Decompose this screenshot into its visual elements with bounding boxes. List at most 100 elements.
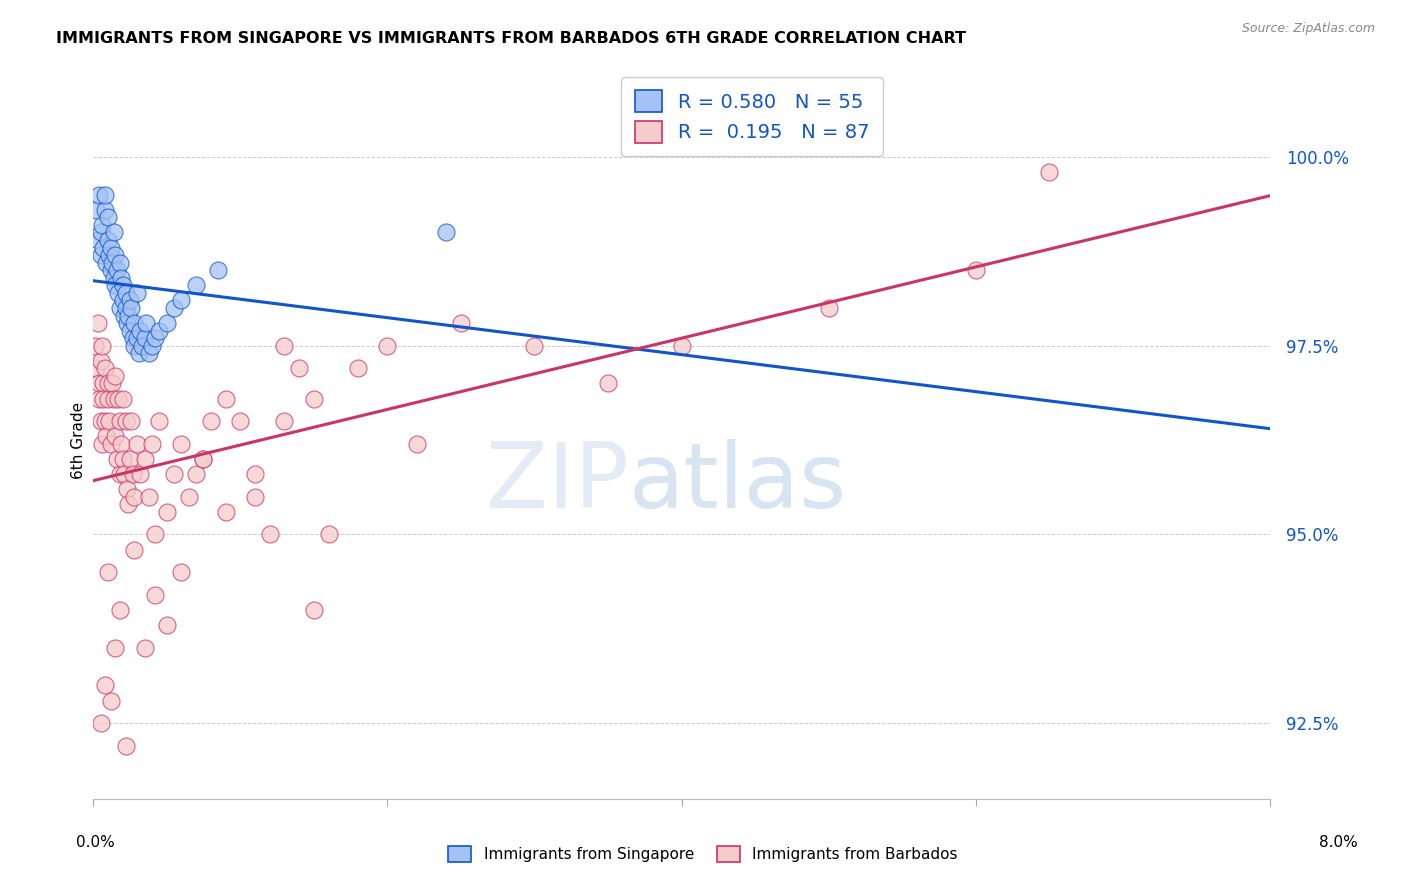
Point	[243, 490, 266, 504]
Point	[91, 218, 114, 232]
Point	[105, 263, 128, 277]
Point	[163, 301, 186, 315]
Point	[104, 368, 127, 383]
Point	[103, 270, 125, 285]
Point	[86, 316, 108, 330]
Point	[434, 226, 457, 240]
Point	[112, 467, 135, 481]
Point	[96, 429, 118, 443]
Point	[91, 437, 114, 451]
Point	[104, 278, 127, 293]
Point	[124, 542, 146, 557]
Point	[94, 202, 117, 217]
Point	[288, 361, 311, 376]
Point	[100, 437, 122, 451]
Point	[90, 226, 112, 240]
Legend: Immigrants from Singapore, Immigrants from Barbados: Immigrants from Singapore, Immigrants fr…	[443, 839, 963, 868]
Point	[101, 376, 124, 391]
Point	[104, 248, 127, 262]
Point	[96, 255, 118, 269]
Point	[90, 716, 112, 731]
Point	[114, 739, 136, 753]
Point	[104, 640, 127, 655]
Point	[101, 255, 124, 269]
Point	[170, 565, 193, 579]
Point	[83, 339, 105, 353]
Point	[127, 437, 149, 451]
Point	[273, 414, 295, 428]
Point	[143, 331, 166, 345]
Point	[128, 346, 150, 360]
Point	[450, 316, 472, 330]
Point	[214, 505, 236, 519]
Point	[97, 376, 120, 391]
Point	[105, 452, 128, 467]
Point	[114, 301, 136, 315]
Point	[108, 603, 131, 617]
Point	[302, 603, 325, 617]
Point	[111, 392, 134, 406]
Point	[148, 414, 170, 428]
Point	[114, 285, 136, 300]
Point	[347, 361, 370, 376]
Point	[124, 339, 146, 353]
Point	[97, 392, 120, 406]
Point	[207, 263, 229, 277]
Point	[91, 339, 114, 353]
Point	[156, 618, 179, 632]
Point	[110, 270, 132, 285]
Point	[671, 339, 693, 353]
Text: 8.0%: 8.0%	[1319, 836, 1358, 850]
Point	[129, 467, 152, 481]
Point	[103, 392, 125, 406]
Point	[193, 452, 215, 467]
Point	[259, 527, 281, 541]
Point	[141, 437, 163, 451]
Point	[214, 392, 236, 406]
Point	[163, 467, 186, 481]
Point	[120, 414, 142, 428]
Point	[170, 437, 193, 451]
Point	[94, 678, 117, 692]
Point	[120, 301, 142, 315]
Point	[84, 202, 107, 217]
Point	[135, 316, 157, 330]
Point	[186, 278, 208, 293]
Point	[156, 505, 179, 519]
Point	[817, 301, 839, 315]
Point	[90, 353, 112, 368]
Text: 0.0%: 0.0%	[76, 836, 115, 850]
Point	[124, 316, 146, 330]
Point	[193, 452, 215, 467]
Point	[100, 693, 122, 707]
Point	[177, 490, 200, 504]
Point	[170, 293, 193, 308]
Point	[98, 248, 121, 262]
Point	[229, 414, 252, 428]
Point	[122, 467, 145, 481]
Point	[100, 241, 122, 255]
Point	[100, 263, 122, 277]
Point	[90, 248, 112, 262]
Point	[98, 414, 121, 428]
Point	[148, 324, 170, 338]
Point	[114, 414, 136, 428]
Point	[138, 490, 160, 504]
Text: ZIP: ZIP	[485, 439, 628, 527]
Point	[118, 452, 141, 467]
Text: atlas: atlas	[628, 439, 846, 527]
Point	[375, 339, 398, 353]
Point	[118, 324, 141, 338]
Point	[93, 376, 115, 391]
Point	[141, 339, 163, 353]
Point	[965, 263, 987, 277]
Point	[112, 309, 135, 323]
Point	[115, 316, 138, 330]
Point	[122, 331, 145, 345]
Point	[127, 285, 149, 300]
Point	[86, 233, 108, 247]
Point	[87, 187, 110, 202]
Point	[94, 187, 117, 202]
Point	[186, 467, 208, 481]
Point	[108, 414, 131, 428]
